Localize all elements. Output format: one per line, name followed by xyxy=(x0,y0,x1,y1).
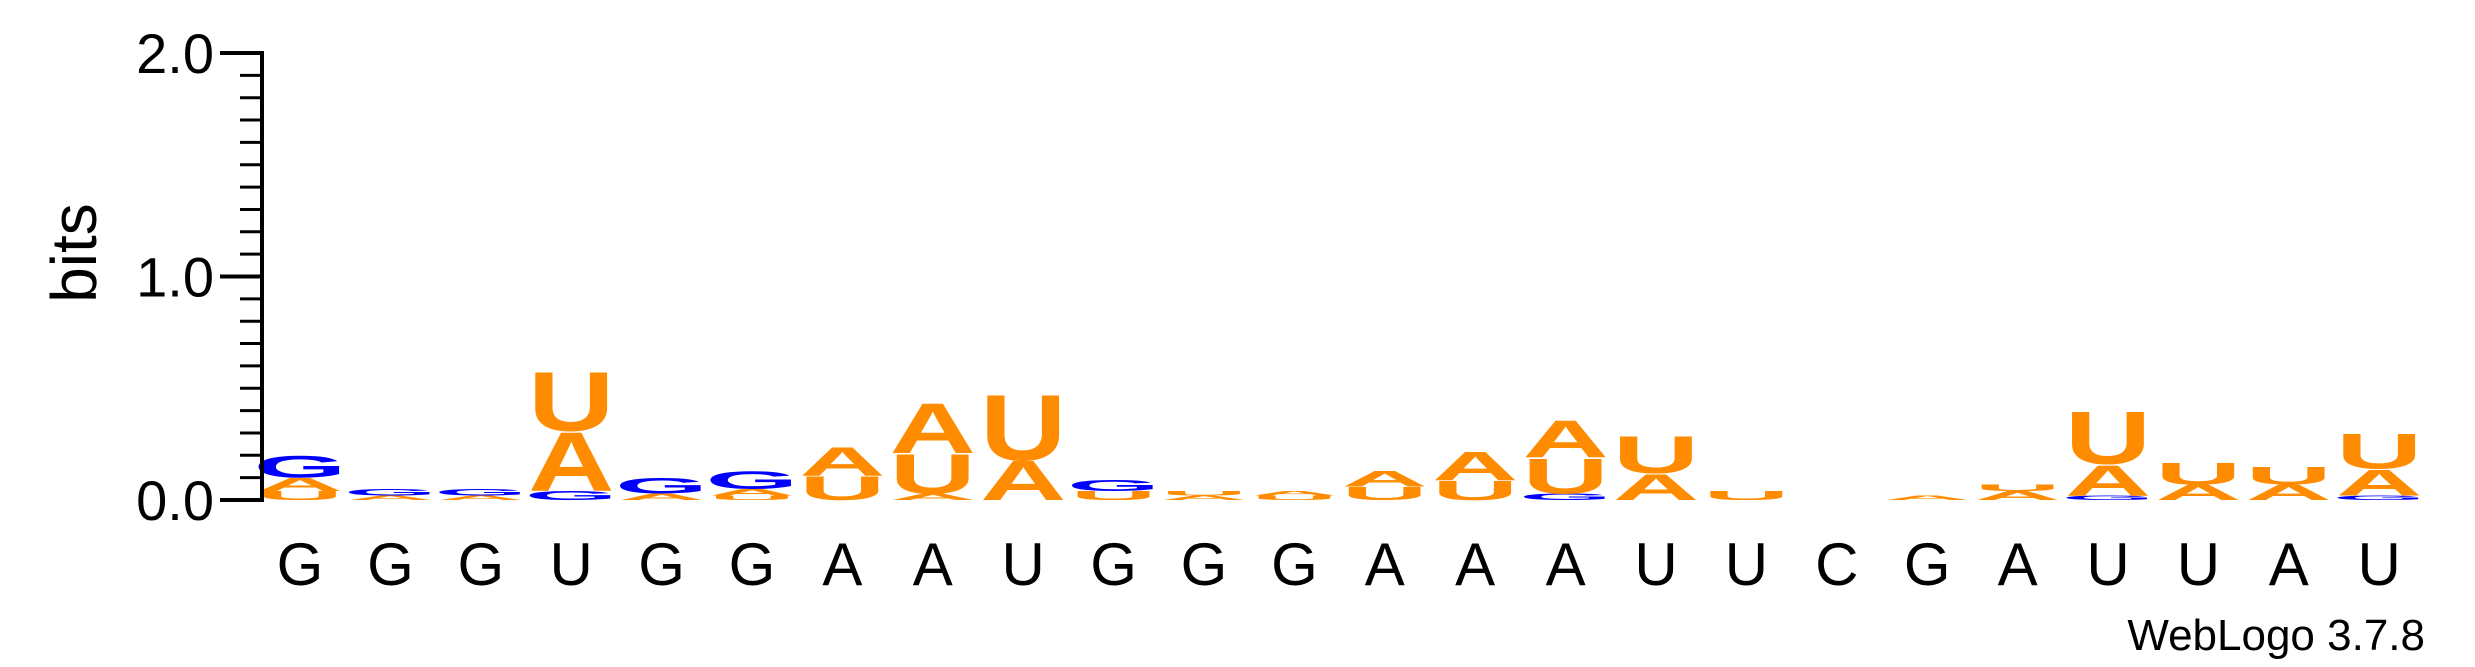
logo-glyph-A: A xyxy=(438,494,524,501)
y-axis: 0.0 1.0 2.0 xyxy=(136,22,264,532)
logo-glyph-U: U xyxy=(1161,490,1247,497)
x-tick-label: G xyxy=(729,531,776,598)
logo-glyph-A: A xyxy=(1613,466,1699,508)
x-tick-label: A xyxy=(2269,531,2309,598)
logo-glyph-G: G xyxy=(1067,477,1160,494)
x-tick-label: G xyxy=(367,531,414,598)
logo-glyph-A: A xyxy=(980,449,1066,512)
logo-glyph-A: A xyxy=(528,414,614,509)
weblogo-credit: WebLogo 3.7.8 xyxy=(2127,611,2425,660)
logo-glyph-U: U xyxy=(528,354,614,449)
logo-glyph-A: A xyxy=(709,487,795,497)
x-tick-label: G xyxy=(457,531,504,598)
logo-glyph-U: U xyxy=(1342,483,1428,504)
x-tick-label: U xyxy=(2358,531,2401,598)
x-tick-label: U xyxy=(2177,531,2220,598)
logo-glyph-U: U xyxy=(257,489,343,503)
x-tick-label: G xyxy=(1904,531,1951,598)
x-tick-label: U xyxy=(550,531,593,598)
logo-glyph-G: G xyxy=(2062,494,2155,501)
x-tick-label: U xyxy=(1002,531,1045,598)
logo-glyph-U: U xyxy=(799,469,885,508)
x-tick-label: G xyxy=(1271,531,1318,598)
logo-glyph-G: G xyxy=(254,450,347,485)
logo-glyph-U: U xyxy=(1703,489,1789,503)
logo-glyph-A: A xyxy=(1342,467,1428,491)
logo-glyph-U: U xyxy=(1522,449,1608,505)
x-tick-label: A xyxy=(1455,531,1495,598)
y-tick-label: 1.0 xyxy=(136,246,214,309)
logo-glyph-G: G xyxy=(2333,494,2426,501)
y-tick-label: 2.0 xyxy=(136,22,214,85)
logo-glyph-A: A xyxy=(1161,494,1247,501)
y-axis-label: bits xyxy=(38,203,110,303)
logo-glyph-U: U xyxy=(2155,456,2241,491)
logo-glyph-U: U xyxy=(1070,489,1156,503)
logo-glyph-U: U xyxy=(1432,475,1518,506)
logo-glyph-U: U xyxy=(709,494,795,501)
logo-glyph-A: A xyxy=(799,439,885,484)
logo-glyph-U: U xyxy=(1613,425,1699,485)
logo-glyph-A: A xyxy=(890,388,976,468)
logo-glyph-A: A xyxy=(1884,494,1970,501)
x-tick-label: G xyxy=(1090,531,1137,598)
logo-glyph-A: A xyxy=(2336,462,2422,504)
logo-glyph-A: A xyxy=(257,474,343,495)
logo-glyph-A: A xyxy=(1432,443,1518,488)
logo-glyph-A: A xyxy=(1251,490,1337,497)
logo-glyph-A: A xyxy=(890,491,976,501)
logo-glyph-G: G xyxy=(706,467,799,495)
logo-glyph-G: G xyxy=(525,489,618,503)
x-tick-label: G xyxy=(638,531,685,598)
x-tick-label: G xyxy=(277,531,324,598)
logo-glyph-A: A xyxy=(2065,457,2151,506)
x-tick-label: A xyxy=(1998,531,2038,598)
x-tick-label: A xyxy=(822,531,862,598)
x-tick-label: A xyxy=(1365,531,1405,598)
logo-glyph-G: G xyxy=(344,487,437,497)
logo-glyph-A: A xyxy=(618,491,704,501)
logo-glyph-U: U xyxy=(1974,483,2060,493)
logo-glyph-G: G xyxy=(434,487,527,497)
x-tick-label: U xyxy=(1634,531,1677,598)
logo-glyph-U: U xyxy=(890,443,976,506)
logo-glyph-U: U xyxy=(2336,424,2422,480)
x-tick-label: U xyxy=(1725,531,1768,598)
logo-glyph-U: U xyxy=(2065,397,2151,480)
logo-glyph-G: G xyxy=(1519,491,1612,501)
logo-glyph-A: A xyxy=(2246,480,2332,504)
x-tick-label: G xyxy=(1181,531,1228,598)
logo-glyph-A: A xyxy=(1522,409,1608,469)
x-tick-label: A xyxy=(1546,531,1586,598)
logo-glyph-A: A xyxy=(347,494,433,501)
logo-glyph-A: A xyxy=(2155,480,2241,504)
logo-glyph-A: A xyxy=(1974,489,2060,503)
logo-glyph-G: G xyxy=(615,474,708,498)
logo-glyph-U: U xyxy=(2246,462,2332,490)
logo-glyph-U: U xyxy=(980,375,1066,480)
y-tick-label: 0.0 xyxy=(136,469,214,532)
x-tick-label: U xyxy=(2086,531,2129,598)
x-tick-label: C xyxy=(1815,531,1858,598)
x-tick-label: A xyxy=(913,531,953,598)
logo-glyph-U: U xyxy=(1251,494,1337,501)
